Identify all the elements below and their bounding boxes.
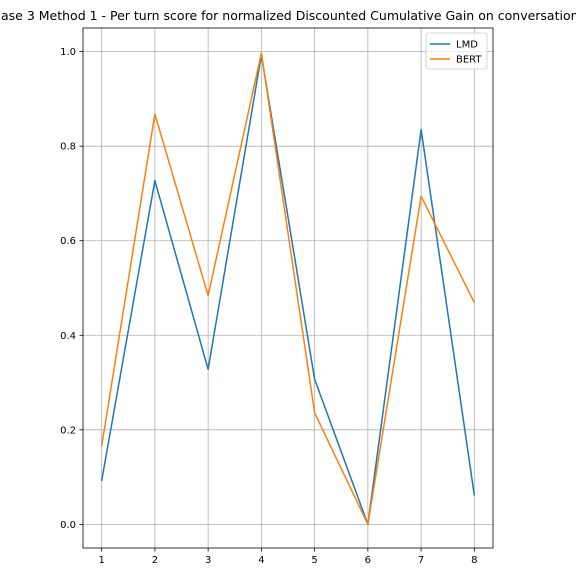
x-tick-label: 6: [365, 555, 371, 566]
x-tick-label: 8: [471, 555, 477, 566]
y-tick-label: 1.0: [60, 47, 76, 58]
legend-label-lmd: LMD: [456, 40, 478, 51]
y-tick-label: 0.8: [60, 142, 76, 153]
legend: LMD BERT: [425, 32, 488, 70]
plot-area-frame: [82, 27, 494, 549]
legend-box: [425, 32, 488, 70]
y-tick-label: 0.6: [60, 236, 76, 247]
series-line-lmd: [100, 54, 476, 526]
x-tick-label: 7: [418, 555, 424, 566]
series-lines: [100, 52, 476, 526]
x-tick-label: 2: [152, 555, 158, 566]
x-tick-label: 3: [205, 555, 211, 566]
y-tick-label: 0.0: [60, 520, 76, 531]
x-tick-label: 4: [258, 555, 264, 566]
x-tick-label: 1: [98, 555, 104, 566]
legend-label-bert: BERT: [456, 55, 482, 66]
x-tick-label: 5: [311, 555, 317, 566]
chart-title: Phase 3 Method 1 - Per turn score for no…: [0, 8, 576, 23]
series-line-bert: [100, 52, 476, 526]
axis-ticks: 1 2 3 4 5 6 7 8 0.0 0.2 0.4 0.6 0.8 1.0: [60, 47, 477, 566]
grid-lines: [83, 28, 493, 548]
y-tick-label: 0.4: [60, 331, 76, 342]
y-tick-label: 0.2: [60, 425, 76, 436]
